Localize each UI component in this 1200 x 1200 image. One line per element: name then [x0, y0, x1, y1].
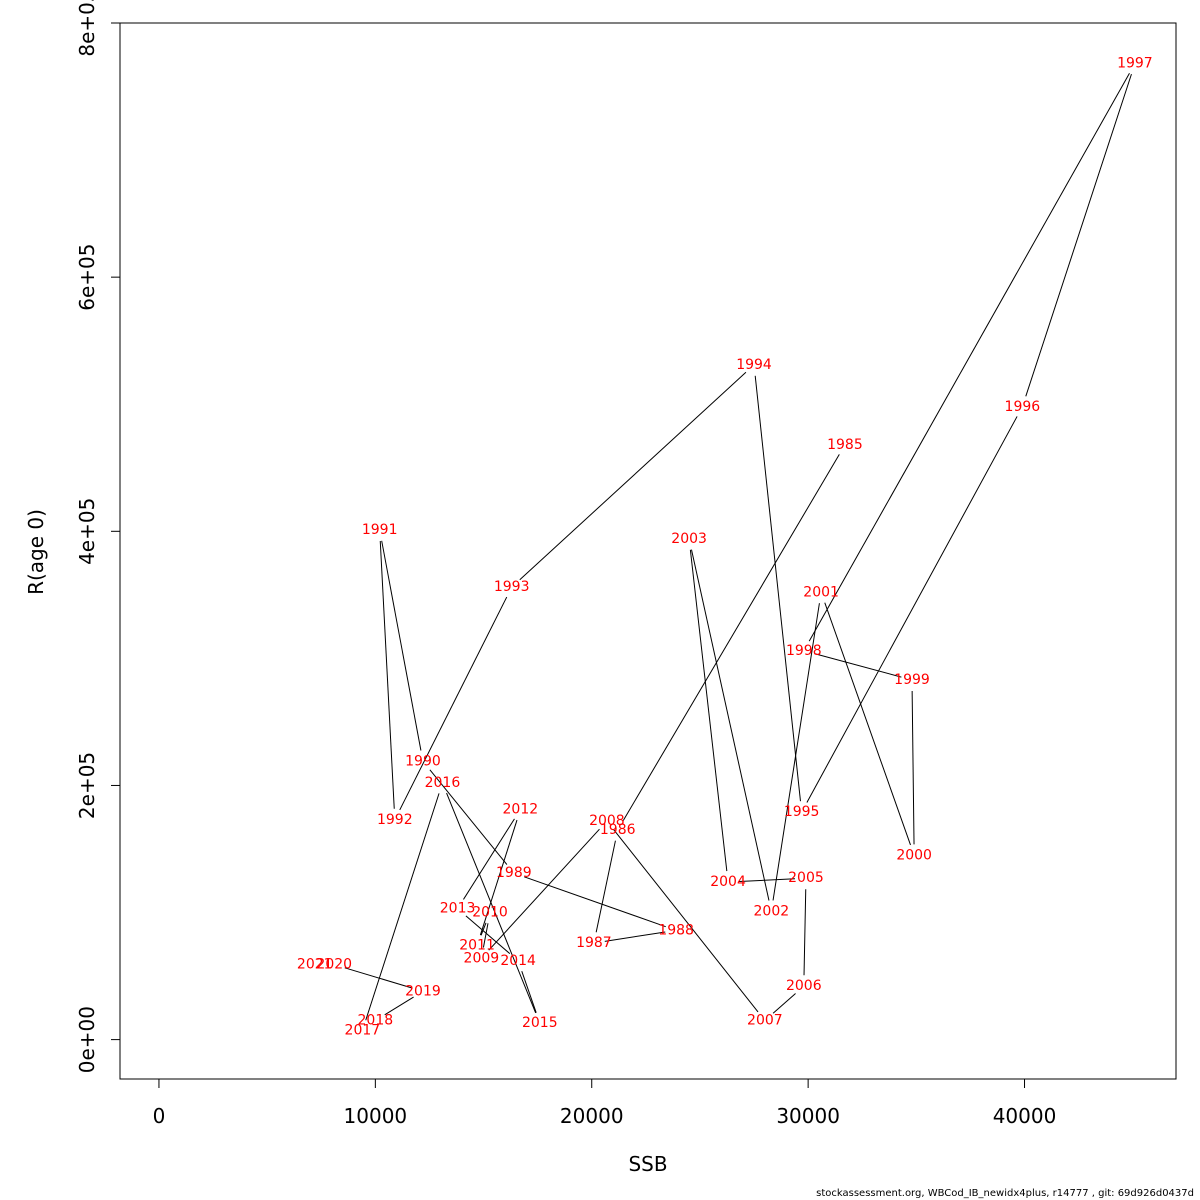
x-tick-label: 30000: [776, 1104, 840, 1128]
point-label: 2002: [754, 903, 790, 919]
point-label: 1995: [784, 804, 820, 820]
series-segment: [384, 996, 414, 1016]
series-segment: [365, 793, 440, 1021]
series-segment: [488, 828, 600, 951]
point-label: 2012: [503, 802, 539, 818]
footer-credit: stockassessment.org, WBCod_IB_newidx4plu…: [816, 1188, 1194, 1199]
point-label: 2006: [786, 978, 822, 994]
series-segment: [519, 371, 747, 581]
point-label: 2003: [671, 531, 707, 547]
series-segment: [690, 549, 770, 901]
series-segment: [429, 769, 508, 865]
point-label: 1988: [658, 922, 694, 938]
point-label: 2001: [803, 584, 839, 600]
series-segment: [806, 416, 1018, 803]
point-label: 1986: [600, 822, 636, 838]
point-label: 2020: [316, 957, 352, 973]
y-tick-label: 0e+00: [75, 1006, 99, 1073]
point-label: 2021: [297, 957, 333, 973]
x-axis: 0 10000 20000 30000 40000: [153, 1078, 1057, 1128]
series-line-group: [344, 73, 1132, 1021]
series-segment: [344, 967, 413, 989]
series-segment: [911, 690, 915, 845]
series-segment: [803, 889, 807, 976]
series-segment: [1025, 73, 1132, 397]
series-segment: [465, 915, 511, 955]
series-segment: [772, 603, 820, 901]
series-segment: [521, 971, 537, 1013]
point-label: 2016: [425, 775, 461, 791]
point-label: 1996: [1005, 399, 1041, 415]
series-segment: [446, 792, 537, 1014]
y-axis-title: R(age 0): [24, 509, 48, 595]
point-label: 2015: [522, 1015, 558, 1031]
series-segment: [595, 840, 616, 933]
point-label: 1989: [496, 865, 532, 881]
series-segment: [482, 923, 489, 948]
x-tick-label: 10000: [344, 1104, 408, 1128]
x-axis-title: SSB: [628, 1152, 667, 1176]
series-segment: [689, 549, 728, 872]
point-label: 2009: [464, 950, 500, 966]
series-segment: [739, 878, 796, 882]
series-segment: [814, 653, 902, 678]
series-segment: [463, 818, 515, 900]
series-segment: [622, 454, 840, 821]
x-tick-label: 0: [153, 1104, 166, 1128]
series-segment: [524, 876, 666, 928]
series-segment: [613, 829, 759, 1013]
y-tick-label: 2e+05: [75, 752, 99, 819]
point-label: 2004: [710, 874, 746, 890]
series-segment: [479, 819, 518, 936]
point-label-group: 1985 1986 1987 1988 1989 1990 1991 1992 1993 1994…: [297, 56, 1153, 1039]
point-label: 2000: [896, 847, 932, 863]
x-tick-label: 40000: [993, 1104, 1057, 1128]
point-label: 1994: [736, 357, 772, 373]
point-label: 2017: [345, 1023, 381, 1039]
series-segment: [754, 375, 801, 802]
series-segment: [379, 540, 395, 809]
series-segment: [808, 73, 1130, 642]
point-label: 2010: [472, 905, 508, 921]
point-label: 1985: [827, 437, 863, 453]
series-segment: [381, 540, 422, 751]
series-segment: [604, 931, 666, 942]
point-label: 1993: [494, 579, 530, 595]
point-label: 1998: [786, 643, 822, 659]
y-tick-label: 4e+05: [75, 498, 99, 565]
point-label: 1997: [1117, 56, 1153, 72]
point-label: 1999: [894, 672, 930, 688]
point-label: 1990: [405, 753, 441, 769]
y-tick-label: 6e+05: [75, 244, 99, 311]
series-segment: [772, 993, 796, 1014]
point-label: 2019: [405, 983, 441, 999]
y-tick-label: 8e+05: [75, 0, 99, 57]
point-label: 1992: [377, 812, 413, 828]
y-axis: 0e+00 2e+05 4e+05 6e+05 8e+05: [75, 0, 121, 1073]
point-label: 1991: [362, 522, 398, 538]
series-segment: [480, 922, 487, 936]
point-label: 2005: [788, 870, 824, 886]
point-label: 1987: [576, 935, 612, 951]
point-label: 2008: [589, 813, 625, 829]
point-label: 2014: [500, 953, 536, 969]
point-label: 2013: [440, 901, 476, 917]
point-label: 2018: [358, 1013, 394, 1029]
series-segment: [399, 596, 508, 811]
x-tick-label: 20000: [560, 1104, 624, 1128]
point-label: 2011: [459, 938, 495, 954]
point-label: 2007: [747, 1013, 783, 1029]
series-segment: [824, 602, 911, 846]
